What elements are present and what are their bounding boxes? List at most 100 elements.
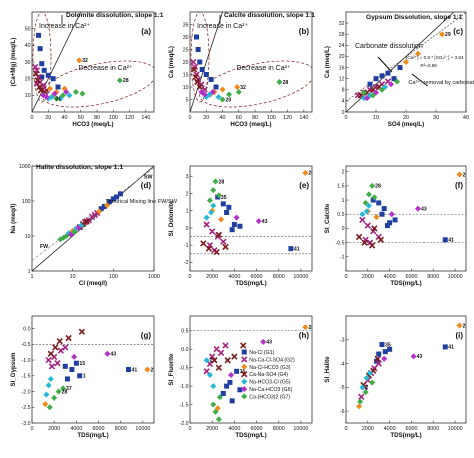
y-tick-label: 25: [183, 47, 189, 53]
x-tick-label: 10000: [135, 426, 150, 432]
annotation: Decrease in Ca²⁺: [78, 65, 133, 72]
data-point-g6: [104, 350, 111, 357]
data-point-g1: [224, 209, 230, 215]
data-point-g1: [385, 70, 391, 76]
y-tick-label: 0.0: [23, 326, 30, 332]
data-point-g3: [104, 202, 111, 209]
data-point-g2: [209, 353, 216, 360]
data-point-g7: [206, 197, 213, 204]
y-tick-label: -3: [340, 338, 345, 344]
data-point-g1: [197, 59, 203, 65]
point-label: 2: [210, 358, 213, 364]
data-point-g2: [217, 349, 225, 357]
data-point-g5: [48, 94, 55, 100]
data-point-g2: [190, 58, 197, 66]
y-tick-label: -2.0: [22, 389, 31, 395]
data-point-g1: [125, 367, 131, 372]
data-point-g6: [410, 353, 417, 360]
y-tick-label: 100: [22, 199, 31, 205]
y-tick-label: 0.5: [181, 329, 188, 335]
x-tick-label: 1000: [148, 274, 160, 280]
data-point-g2: [62, 344, 69, 351]
chart-panel-1: 0 20 40 60 80 100 120 140 10 20 30 40 50 HCO3 (meq/L)…: [10, 11, 164, 128]
x-tick-label: 8000: [115, 426, 127, 432]
data-point-g4: [37, 87, 45, 94]
data-point-g6: [75, 224, 82, 231]
data-point-g1: [39, 61, 45, 67]
data-point-g2: [45, 356, 52, 364]
data-point-g1: [376, 200, 382, 206]
data-point-g4: [190, 66, 198, 73]
x-tick-label: 10000: [448, 426, 463, 432]
data-point-g7: [72, 89, 79, 95]
data-point-g1: [384, 223, 390, 229]
data-point-g3: [439, 31, 445, 38]
point-label: 1: [83, 374, 86, 380]
data-point-g7: [210, 187, 217, 194]
data-point-g1: [69, 367, 75, 372]
data-point-g7: [226, 91, 233, 98]
annotation: Decrease in Ca²⁺: [236, 65, 291, 72]
annotation: R²=0.98: [420, 63, 437, 68]
data-point-g7: [215, 416, 222, 423]
y-tick-label: -2.5: [22, 405, 31, 411]
data-point-g1: [224, 383, 230, 389]
legend-label: Na-Cl (G1): [249, 350, 274, 356]
y-tick-label: 1: [28, 269, 31, 275]
plot-area: [345, 165, 467, 272]
data-point-g5: [206, 372, 213, 379]
legend-label: Ca-Na-SO4 (G4): [249, 372, 288, 378]
chart-panel-7: 0 2000 4000 6000 8000 10000 -3.0 -2.5 -2.0 -1.5 -1…: [10, 315, 155, 439]
legend-marker: [241, 378, 248, 385]
legend-label: Ca-(HCO3)2 (G7): [249, 394, 290, 400]
data-point-g1: [397, 65, 403, 71]
data-point-g7: [55, 388, 62, 395]
plot-content: 29: [346, 12, 466, 112]
y-tick-label: 5: [186, 97, 189, 103]
y-tick-label: 1: [186, 209, 189, 215]
data-point-g5: [365, 202, 372, 209]
panel-label: (c): [453, 27, 463, 36]
y-axis-label: SI_Dolomite: [168, 200, 175, 236]
point-label: 35: [221, 195, 227, 201]
point-label: 29: [445, 32, 451, 38]
annotation: Halite dissolution, slope 1:1: [36, 164, 124, 171]
point-label: 2: [365, 385, 368, 391]
x-tick-label: 140: [141, 115, 150, 121]
y-tick-label: 12: [339, 76, 345, 82]
data-point-g1: [379, 73, 385, 79]
chart-panel-8: 0 2000 4000 6000 8000 10000 -2.0 -1.5 -1.0 -0.5 0.…: [168, 315, 313, 439]
data-point-g2: [32, 63, 39, 71]
x-tick-label: 10: [70, 274, 76, 280]
x-tick-label: 2000: [206, 426, 218, 432]
x-tick-label: 6000: [251, 274, 263, 280]
y-tick-label: 35: [183, 22, 189, 28]
x-tick-label: 20: [45, 115, 51, 121]
point-label: 41: [294, 246, 300, 252]
annotation: Dolomite dissolution, slope 1:1: [66, 12, 164, 19]
data-point-g5: [43, 391, 50, 398]
data-point-g3: [144, 366, 151, 373]
y-tick-label: 0.5: [337, 212, 344, 218]
data-point-g5: [367, 370, 373, 377]
data-point-g2: [359, 216, 366, 224]
data-point-g1: [195, 47, 201, 52]
data-point-g4: [196, 83, 203, 91]
data-point-g4: [374, 355, 381, 362]
annotation: Gypsum Dissolution, slope 1:1: [366, 14, 463, 21]
data-point-g3: [403, 59, 409, 65]
y-tick-label: 2: [342, 169, 345, 175]
data-point-g3: [42, 401, 49, 408]
data-point-g4: [52, 344, 59, 351]
data-point-g1: [77, 373, 83, 379]
legend-label: Na-HCO3-Cl (G5): [249, 380, 290, 386]
data-point-g7: [46, 404, 53, 411]
data-point-g3: [415, 50, 421, 57]
data-point-g6: [63, 89, 70, 95]
data-point-g1: [288, 246, 294, 252]
x-tick-label: 2000: [206, 274, 218, 280]
x-axis-label: SO4 (meq/L): [388, 121, 424, 128]
annotation: Theorical Mixing line FW/SW: [105, 199, 178, 205]
x-tick-label: 4000: [228, 274, 240, 280]
